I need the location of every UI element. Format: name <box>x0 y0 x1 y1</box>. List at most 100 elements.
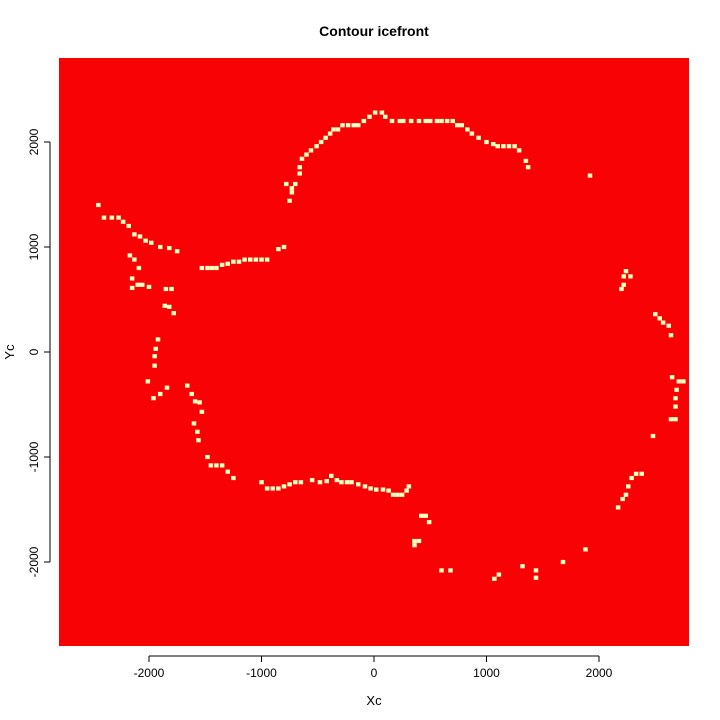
contour-cell <box>390 492 396 497</box>
contour-cell <box>259 480 264 485</box>
contour-cell <box>214 265 219 271</box>
contour-cell <box>383 114 388 119</box>
contour-cell <box>428 118 433 124</box>
contour-cell <box>349 480 354 485</box>
x-axis: -2000 -1000 0 1000 2000 <box>134 655 613 680</box>
contour-cell <box>162 303 167 308</box>
contour-cell <box>174 249 180 254</box>
contour-cell <box>289 190 295 195</box>
contour-cell <box>264 257 270 262</box>
contour-cell <box>192 399 198 404</box>
contour-cell <box>281 484 287 489</box>
contour-cell <box>465 127 470 132</box>
contour-cell <box>439 568 444 573</box>
contour-cell <box>225 261 230 266</box>
y-tick-label: 0 <box>27 348 41 355</box>
contour-cell <box>389 118 395 124</box>
contour-cell <box>314 144 319 149</box>
contour-cell <box>191 421 197 426</box>
contour-cell <box>264 486 270 491</box>
contour-cell <box>129 285 135 291</box>
contour-cell <box>270 486 275 491</box>
contour-cell <box>164 385 170 390</box>
chart-title: Contour icefront <box>319 23 429 39</box>
contour-cell <box>351 123 356 128</box>
contour-cell <box>416 538 422 544</box>
contour-cell <box>199 409 205 414</box>
contour-cell <box>345 123 351 128</box>
contour-cell <box>533 568 539 573</box>
x-tick-label: 0 <box>371 666 378 680</box>
contour-cell <box>167 245 172 251</box>
contour-cell <box>205 454 210 460</box>
contour-cell <box>523 158 529 163</box>
contour-cell <box>406 484 412 489</box>
contour-cell <box>248 257 253 262</box>
contour-cell <box>626 484 631 489</box>
contour-cell <box>469 131 475 136</box>
contour-cell <box>629 475 634 481</box>
contour-cell <box>533 575 539 580</box>
x-tick-label: -1000 <box>246 666 277 680</box>
contour-cell <box>169 286 174 292</box>
contour-cell <box>639 471 644 476</box>
contour-cell <box>96 202 101 208</box>
contour-cell <box>623 492 629 497</box>
contour-cell <box>132 232 137 237</box>
contour-cell <box>195 429 200 434</box>
contour-cell <box>459 123 464 128</box>
contour-cell <box>253 257 259 262</box>
contour-cell <box>323 135 328 140</box>
contour-cell <box>334 478 340 483</box>
contour-cell <box>615 505 621 510</box>
contour-cell <box>397 118 403 124</box>
contour-cell <box>137 234 143 239</box>
contour-cell <box>372 110 378 115</box>
contour-cell <box>287 482 292 487</box>
contour-cell <box>412 543 417 548</box>
contour-cell <box>231 475 236 481</box>
contour-cell <box>448 568 453 573</box>
contour-cell <box>668 333 674 338</box>
contour-cell <box>668 417 674 422</box>
contour-cell <box>368 486 373 491</box>
contour-cell <box>127 253 133 258</box>
contour-cell <box>298 480 304 485</box>
y-tick-label: -2000 <box>27 546 41 577</box>
y-axis-label: Yc <box>2 344 17 360</box>
contour-cell <box>506 144 512 149</box>
contour-cell <box>132 257 137 262</box>
contour-cell <box>344 480 350 485</box>
contour-cell <box>335 127 341 132</box>
contour-cell <box>367 114 372 119</box>
contour-cell <box>340 123 345 128</box>
y-tick-label: 2000 <box>27 128 41 155</box>
contour-cell <box>209 265 215 271</box>
contour-cell <box>423 118 428 124</box>
contour-cell <box>434 118 440 124</box>
y-axis: -2000 -1000 0 1000 2000 <box>27 128 51 577</box>
contour-cell <box>101 215 107 220</box>
contour-cell <box>361 118 367 124</box>
y-tick-label: 1000 <box>27 233 41 260</box>
contour-cell <box>496 572 502 577</box>
contour-cell <box>653 312 658 317</box>
contour-cell <box>379 110 385 115</box>
x-tick-label: -2000 <box>134 666 165 680</box>
contour-cell <box>426 520 432 525</box>
contour-cell <box>386 488 391 493</box>
x-tick-label: 1000 <box>473 666 500 680</box>
contour-cell <box>501 144 506 149</box>
contour-cell <box>455 123 460 128</box>
contour-cell <box>185 383 190 388</box>
contour-cell <box>516 148 522 153</box>
contour-cell <box>327 131 333 136</box>
contour-cell <box>439 118 444 124</box>
contour-cell <box>401 118 406 124</box>
contour-cell <box>309 478 315 483</box>
contour-cell <box>236 259 242 264</box>
contour-cell <box>219 262 225 267</box>
contour-cell <box>293 181 298 187</box>
contour-cell <box>163 286 169 292</box>
contour-cell <box>158 391 163 397</box>
